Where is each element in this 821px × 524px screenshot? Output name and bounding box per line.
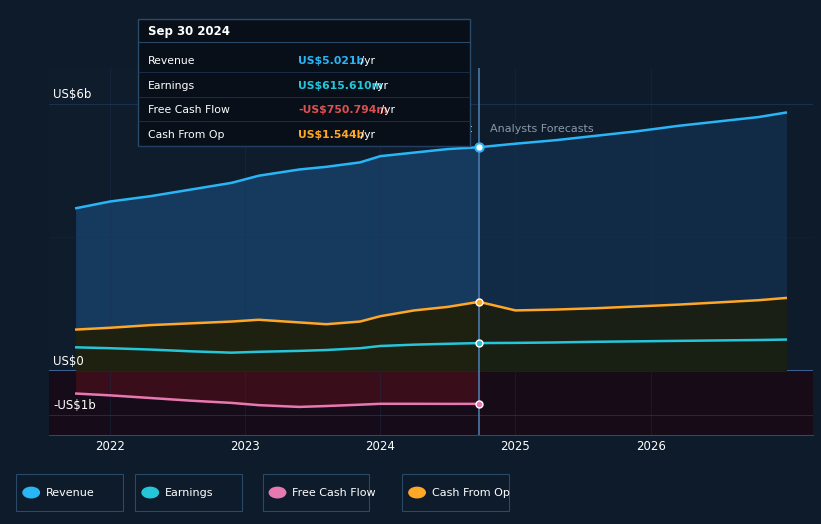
Text: /yr: /yr (357, 129, 375, 140)
Text: Earnings: Earnings (148, 81, 195, 91)
Text: Earnings: Earnings (165, 487, 213, 498)
Text: Cash From Op: Cash From Op (432, 487, 510, 498)
Text: US$615.610m: US$615.610m (298, 81, 383, 91)
Bar (49, 68, 479, 435)
Text: Revenue: Revenue (148, 56, 195, 66)
Text: US$1.544b: US$1.544b (298, 129, 365, 140)
Text: US$6b: US$6b (53, 89, 92, 102)
Text: -US$750.794m: -US$750.794m (298, 105, 388, 115)
Text: US$5.021b: US$5.021b (298, 56, 365, 66)
Text: /yr: /yr (370, 81, 388, 91)
Bar (49, 370, 813, 435)
Text: -US$1b: -US$1b (53, 399, 96, 412)
Text: /yr: /yr (357, 56, 375, 66)
Text: Free Cash Flow: Free Cash Flow (292, 487, 376, 498)
Text: Sep 30 2024: Sep 30 2024 (148, 25, 230, 38)
Text: Analysts Forecasts: Analysts Forecasts (490, 124, 594, 134)
Text: /yr: /yr (377, 105, 395, 115)
Text: Revenue: Revenue (46, 487, 94, 498)
Text: Past: Past (451, 124, 474, 134)
Text: Cash From Op: Cash From Op (148, 129, 224, 140)
Text: Free Cash Flow: Free Cash Flow (148, 105, 230, 115)
Text: US$0: US$0 (53, 355, 84, 368)
